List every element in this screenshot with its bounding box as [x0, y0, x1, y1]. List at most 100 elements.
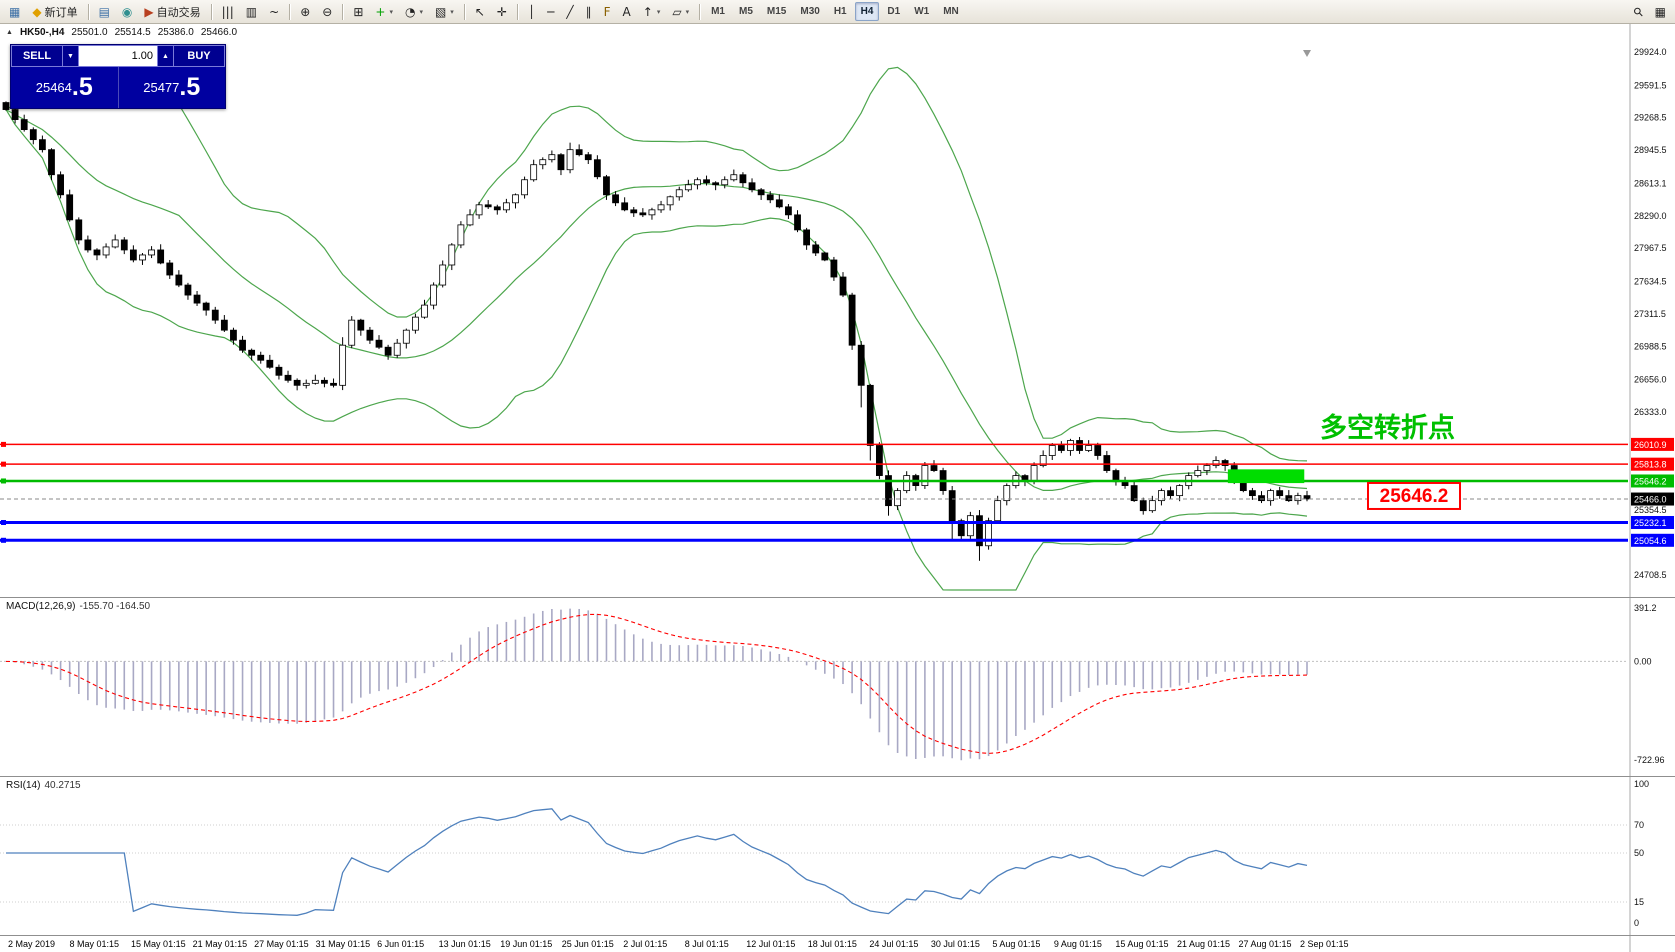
sell-button[interactable]: SELL [11, 45, 63, 67]
templates-icon[interactable]: ▧ ▾ [430, 1, 459, 23]
svg-text:25646.2: 25646.2 [1380, 486, 1449, 507]
svg-text:2 Sep 01:15: 2 Sep 01:15 [1300, 939, 1349, 949]
crosshair-icon[interactable]: ✛ [492, 1, 512, 23]
shapes-icon[interactable]: ▱ ▾ [667, 1, 694, 23]
turning-point-annotation[interactable]: 多空转折点 [1320, 412, 1455, 443]
macd-canvas[interactable]: 391.2 0.00 -722.96 [0, 598, 1675, 776]
rsi-pane[interactable]: 100 70 50 15 0 RSI(14) 40.2715 [0, 776, 1675, 935]
timeframe-h4[interactable]: H4 [854, 2, 880, 21]
svg-text:28613.1: 28613.1 [1634, 178, 1667, 188]
svg-text:9 Aug 01:15: 9 Aug 01:15 [1054, 939, 1102, 949]
horizontal-line-icon[interactable]: ─ [542, 1, 559, 23]
svg-text:8 May 01:15: 8 May 01:15 [70, 939, 120, 949]
trendline-icon[interactable]: ╱ [561, 1, 578, 23]
fibonacci-icon[interactable]: F [599, 1, 616, 23]
zoom-in-icon[interactable]: ⊕ [295, 1, 315, 23]
crosshair-icon: ✛ [496, 4, 507, 19]
volume-down-icon[interactable]: ▼ [63, 45, 78, 67]
svg-text:15: 15 [1634, 897, 1644, 907]
volume-up-icon[interactable]: ▲ [158, 45, 173, 67]
rsi-canvas[interactable]: 100 70 50 15 0 [0, 777, 1675, 935]
dropdown-caret-icon: ▾ [419, 8, 423, 16]
timeframe-m30[interactable]: M30 [800, 6, 820, 17]
svg-text:21 Aug 01:15: 21 Aug 01:15 [1177, 939, 1230, 949]
rsi-line [6, 808, 1308, 916]
periods-icon: ◔ [404, 4, 416, 19]
app-icon: ▦ [4, 1, 25, 23]
new-chart-icon[interactable]: ▦ [1650, 1, 1671, 23]
svg-text:25466.0: 25466.0 [1634, 495, 1667, 505]
candlestick-chart-icon[interactable]: ▥ [241, 1, 262, 23]
price-chart-canvas[interactable]: 多空转折点 25646.2 29924.0 29591.5 29268.5 28945.5… [0, 24, 1675, 597]
autotrading-button[interactable]: ▶ 自动交易 [139, 1, 205, 23]
svg-text:21 May 01:15: 21 May 01:15 [193, 939, 248, 949]
new-order-button-label: 新订单 [44, 6, 78, 19]
highlight-rectangle[interactable] [1227, 469, 1305, 484]
zoom-out-icon[interactable]: ⊖ [317, 1, 337, 23]
buy-price[interactable]: 25477.5 [117, 67, 226, 108]
toolbar-separator [87, 3, 89, 20]
svg-text:30 Jul 01:15: 30 Jul 01:15 [931, 939, 980, 949]
vertical-line-icon[interactable]: │ [523, 1, 540, 23]
chart-symbol-ohlc: ▲ HK50-,H4 25501.0 25514.5 25386.0 25466… [6, 27, 237, 38]
shapes-icon: ▱ [672, 4, 682, 19]
svg-text:24708.5: 24708.5 [1634, 570, 1667, 580]
svg-text:25646.2: 25646.2 [1634, 476, 1667, 486]
buy-price-fraction: .5 [179, 73, 201, 101]
toolbar-separator [342, 3, 344, 20]
search-icon[interactable]: ⚲ [1629, 1, 1648, 23]
macd-values: -155.70 -164.50 [79, 601, 151, 612]
bar-chart-icon[interactable]: ||| [217, 1, 239, 23]
tile-windows-icon: ⊞ [353, 4, 364, 19]
price-chart-pane[interactable]: 多空转折点 25646.2 29924.0 29591.5 29268.5 28945.5… [0, 24, 1675, 597]
tile-windows-icon[interactable]: ⊞ [348, 1, 368, 23]
macd-pane[interactable]: 391.2 0.00 -722.96 MACD(12,26,9) -155.70 -1… [0, 597, 1675, 776]
svg-text:25813.8: 25813.8 [1634, 460, 1667, 470]
alerts-icon[interactable]: ◉ [117, 1, 137, 23]
svg-text:12 Jul 01:15: 12 Jul 01:15 [746, 939, 795, 949]
new-order-button[interactable]: ◆ 新订单 [27, 1, 82, 23]
profiles-icon: ▤ [98, 4, 110, 19]
sell-price-main: 25464 [35, 80, 72, 95]
timeframe-w1[interactable]: W1 [914, 6, 930, 17]
time-axis[interactable]: 2 May 2019 8 May 01:15 15 May 01:15 21 May … [0, 935, 1675, 952]
buy-button[interactable]: BUY [173, 45, 225, 67]
svg-text:27 Aug 01:15: 27 Aug 01:15 [1238, 939, 1291, 949]
svg-text:24 Jul 01:15: 24 Jul 01:15 [869, 939, 918, 949]
svg-text:8 Jul 01:15: 8 Jul 01:15 [685, 939, 729, 949]
volume-input[interactable] [78, 45, 158, 67]
svg-text:29268.5: 29268.5 [1634, 113, 1667, 123]
periods-icon[interactable]: ◔ ▾ [400, 1, 428, 23]
text-icon[interactable]: A [618, 1, 636, 23]
timeframe-h1[interactable]: H1 [833, 6, 847, 17]
new-chart-icon: ▦ [1654, 4, 1666, 19]
svg-text:6 Jun 01:15: 6 Jun 01:15 [377, 939, 424, 949]
svg-text:26010.9: 26010.9 [1634, 440, 1667, 450]
symbol-name: HK50-,H4 [19, 27, 65, 38]
collapse-triangle-icon[interactable]: ▲ [6, 29, 13, 36]
search-icon: ⚲ [1630, 3, 1647, 20]
svg-text:28945.5: 28945.5 [1634, 145, 1667, 155]
cursor-icon[interactable]: ↖ [470, 1, 490, 23]
timeframe-m5[interactable]: M5 [739, 6, 753, 17]
timeframe-m1[interactable]: M1 [711, 6, 725, 17]
timeframe-d1[interactable]: D1 [887, 6, 901, 17]
line-chart-icon[interactable]: ~ [264, 1, 284, 23]
toolbar-separator [463, 3, 465, 20]
profiles-icon[interactable]: ▤ [94, 1, 115, 23]
svg-text:19 Jun 01:15: 19 Jun 01:15 [500, 939, 552, 949]
price-callout-box[interactable] [1367, 481, 1461, 510]
channel-icon[interactable]: ∥ [581, 1, 597, 23]
svg-text:28290.0: 28290.0 [1634, 211, 1667, 221]
sell-price[interactable]: 25464.5 [11, 67, 118, 108]
timeframe-m15[interactable]: M15 [766, 6, 787, 17]
ohlc-open: 25501.0 [71, 27, 108, 38]
indicators-icon[interactable]: + ▾ [370, 1, 398, 23]
macd-signal-line [5, 613, 1308, 754]
svg-text:27634.5: 27634.5 [1634, 277, 1667, 287]
svg-text:29924.0: 29924.0 [1634, 47, 1667, 57]
timeframe-mn[interactable]: MN [943, 6, 959, 17]
trendline-icon: ╱ [566, 4, 574, 19]
arrows-icon[interactable]: ↑ ▾ [638, 1, 666, 23]
chart-shift-marker[interactable] [1303, 50, 1311, 57]
